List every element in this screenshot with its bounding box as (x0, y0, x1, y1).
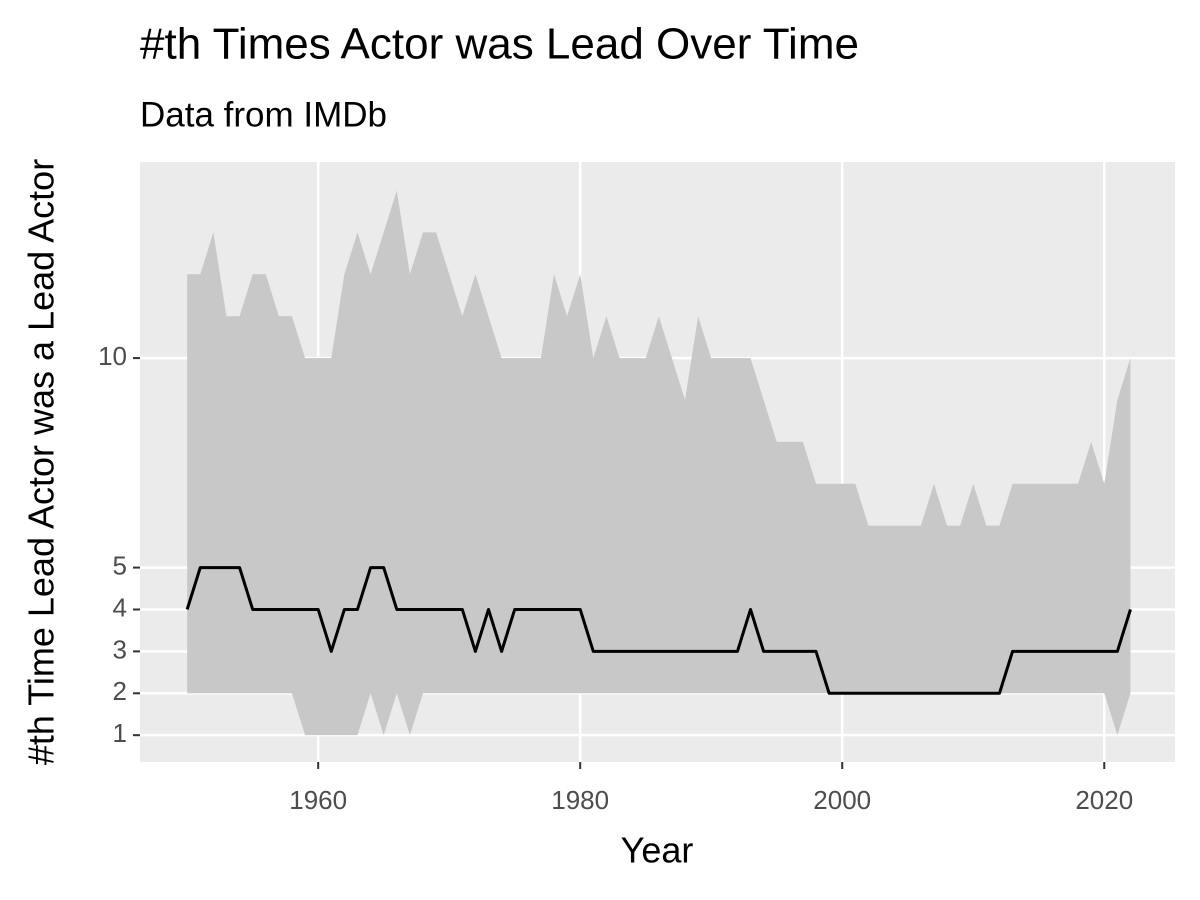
x-tick-label: 2020 (1075, 785, 1133, 815)
y-axis-title: #th Time Lead Actor was a Lead Actor (21, 159, 62, 765)
median-line (185, 566, 1132, 695)
ribbon-area (187, 190, 1131, 736)
chart-subtitle: Data from IMDb (140, 95, 387, 134)
x-tick-label: 1980 (551, 785, 609, 815)
chart-title: #th Times Actor was Lead Over Time (140, 20, 859, 69)
x-tick-label: 2000 (813, 785, 871, 815)
x-axis-title: Year (621, 830, 694, 871)
y-tick-label: 10 (98, 341, 127, 371)
y-tick-label: 2 (113, 676, 127, 706)
y-tick-label: 4 (113, 592, 127, 622)
y-tick-label: 1 (113, 718, 127, 748)
x-tick-label: 1960 (289, 785, 347, 815)
y-tick-label: 5 (113, 550, 127, 580)
y-tick-label: 3 (113, 634, 127, 664)
